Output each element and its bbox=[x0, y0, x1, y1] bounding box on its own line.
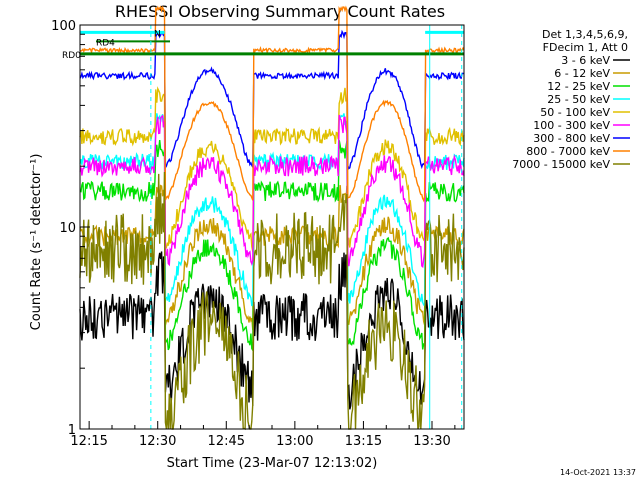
series-line-6 bbox=[79, 29, 465, 170]
y-tick-label-1: 10 bbox=[59, 221, 76, 236]
rd4-label: RD4 bbox=[96, 38, 115, 48]
legend-entry-5: 100 - 300 keV bbox=[533, 119, 610, 132]
legend-entry-3: 25 - 50 keV bbox=[547, 93, 610, 106]
night-label: N bbox=[154, 29, 161, 39]
generation-timestamp: 14-Oct-2021 13:37 bbox=[560, 468, 636, 477]
legend-entry-6: 300 - 800 keV bbox=[533, 132, 610, 145]
y-tick-label-0: 1 bbox=[68, 423, 76, 438]
plot-frame bbox=[79, 24, 465, 430]
series-line-0 bbox=[79, 251, 465, 410]
x-tick-label-0: 12:15 bbox=[70, 434, 107, 449]
series-line-8 bbox=[79, 171, 465, 431]
series-line-5 bbox=[79, 114, 465, 269]
legend-entry-1: 6 - 12 keV bbox=[554, 67, 610, 80]
x-tick-label-2: 12:45 bbox=[208, 434, 245, 449]
series-line-7 bbox=[79, 5, 465, 203]
legend-entry-2: 12 - 25 keV bbox=[547, 80, 610, 93]
legend-header-line-2: FDecim 1, Att 0 bbox=[543, 41, 628, 54]
legend-entry-7: 800 - 7000 keV bbox=[526, 145, 610, 158]
legend-header-line-1: Det 1,3,4,5,6,9, bbox=[542, 28, 628, 41]
x-axis: 12:15 12:30 12:45 13:00 13:15 13:30 bbox=[70, 421, 456, 449]
series-line-4 bbox=[79, 86, 465, 252]
legend: Det 1,3,4,5,6,9, FDecim 1, Att 0 3 - 6 k… bbox=[512, 28, 630, 171]
legend-entry-0: 3 - 6 keV bbox=[561, 54, 610, 67]
legend-entry-8: 7000 - 15000 keV bbox=[512, 158, 610, 171]
series-line-2 bbox=[79, 140, 465, 353]
series-curves bbox=[79, 5, 465, 431]
x-tick-label-4: 13:15 bbox=[345, 434, 382, 449]
x-tick-label-5: 13:30 bbox=[413, 434, 450, 449]
series-line-1 bbox=[79, 184, 465, 331]
series-line-3 bbox=[79, 113, 465, 307]
y-tick-label-2: 100 bbox=[51, 19, 76, 34]
y-axis: 1 10 100 bbox=[51, 19, 90, 438]
y-axis-label: Count Rate (s⁻¹ detector⁻¹) bbox=[29, 154, 44, 331]
chart-title: RHESSI Observing Summary Count Rates bbox=[115, 2, 445, 21]
x-tick-label-1: 12:30 bbox=[139, 434, 176, 449]
legend-entry-4: 50 - 100 keV bbox=[540, 106, 610, 119]
x-axis-label: Start Time (23-Mar-07 12:13:02) bbox=[167, 456, 378, 471]
x-tick-label-3: 13:00 bbox=[276, 434, 313, 449]
rd0-label: RD0 bbox=[62, 51, 81, 61]
